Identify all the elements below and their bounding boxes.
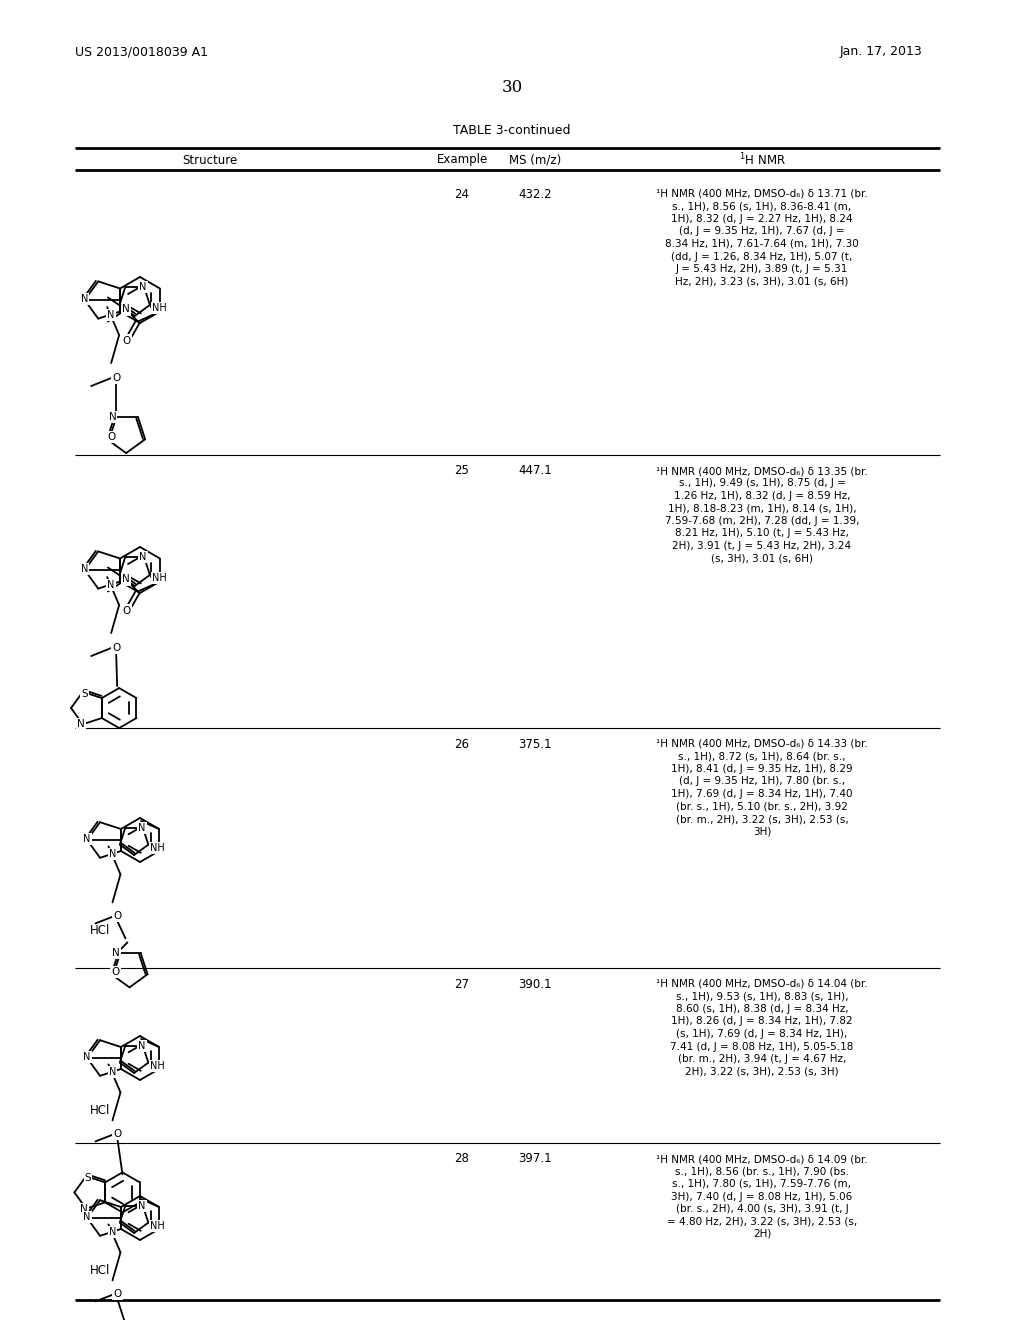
Text: s., 1H), 8.72 (s, 1H), 8.64 (br. s.,: s., 1H), 8.72 (s, 1H), 8.64 (br. s., — [678, 751, 846, 762]
Text: s., 1H), 9.53 (s, 1H), 8.83 (s, 1H),: s., 1H), 9.53 (s, 1H), 8.83 (s, 1H), — [676, 991, 848, 1002]
Text: 7.59-7.68 (m, 2H), 7.28 (dd, J = 1.39,: 7.59-7.68 (m, 2H), 7.28 (dd, J = 1.39, — [665, 516, 859, 525]
Text: 8.21 Hz, 1H), 5.10 (t, J = 5.43 Hz,: 8.21 Hz, 1H), 5.10 (t, J = 5.43 Hz, — [675, 528, 849, 539]
Text: S: S — [82, 689, 88, 698]
Text: 26: 26 — [455, 738, 469, 751]
Text: N: N — [80, 1204, 88, 1213]
Text: O: O — [112, 374, 120, 383]
Text: (d, J = 9.35 Hz, 1H), 7.67 (d, J =: (d, J = 9.35 Hz, 1H), 7.67 (d, J = — [679, 227, 845, 236]
Text: N: N — [122, 305, 130, 314]
Text: N: N — [122, 574, 130, 585]
Text: = 4.80 Hz, 2H), 3.22 (s, 3H), 2.53 (s,: = 4.80 Hz, 2H), 3.22 (s, 3H), 2.53 (s, — [667, 1217, 857, 1226]
Text: s., 1H), 8.56 (s, 1H), 8.36-8.41 (m,: s., 1H), 8.56 (s, 1H), 8.36-8.41 (m, — [673, 202, 852, 211]
Text: 27: 27 — [455, 978, 469, 990]
Text: NH: NH — [152, 573, 167, 583]
Text: J = 5.43 Hz, 2H), 3.89 (t, J = 5.31: J = 5.43 Hz, 2H), 3.89 (t, J = 5.31 — [676, 264, 848, 275]
Text: 2H), 3.91 (t, J = 5.43 Hz, 2H), 3.24: 2H), 3.91 (t, J = 5.43 Hz, 2H), 3.24 — [673, 541, 852, 550]
Text: N: N — [83, 1212, 91, 1222]
Text: N: N — [138, 1041, 145, 1051]
Text: NH: NH — [152, 304, 167, 313]
Text: 1H), 7.69 (d, J = 8.34 Hz, 1H), 7.40: 1H), 7.69 (d, J = 8.34 Hz, 1H), 7.40 — [672, 789, 853, 799]
Text: TABLE 3-continued: TABLE 3-continued — [454, 124, 570, 136]
Text: N: N — [109, 412, 117, 422]
Text: Hz, 2H), 3.23 (s, 3H), 3.01 (s, 6H): Hz, 2H), 3.23 (s, 3H), 3.01 (s, 6H) — [675, 276, 849, 286]
Text: O: O — [106, 432, 116, 442]
Text: NH: NH — [151, 1221, 165, 1230]
Text: 397.1: 397.1 — [518, 1152, 552, 1166]
Text: 2H): 2H) — [753, 1229, 771, 1239]
Text: O: O — [114, 1290, 122, 1299]
Text: 447.1: 447.1 — [518, 465, 552, 478]
Text: N: N — [108, 310, 115, 319]
Text: N: N — [109, 1068, 116, 1077]
Text: O: O — [114, 1130, 122, 1139]
Text: NH: NH — [151, 842, 165, 853]
Text: 24: 24 — [455, 187, 469, 201]
Text: ¹H NMR (400 MHz, DMSO-d₆) δ 13.35 (br.: ¹H NMR (400 MHz, DMSO-d₆) δ 13.35 (br. — [656, 466, 868, 477]
Text: s., 1H), 9.49 (s, 1H), 8.75 (d, J =: s., 1H), 9.49 (s, 1H), 8.75 (d, J = — [679, 479, 846, 488]
Text: N: N — [109, 1228, 116, 1237]
Text: 390.1: 390.1 — [518, 978, 552, 990]
Text: ¹H NMR (400 MHz, DMSO-d₆) δ 14.09 (br.: ¹H NMR (400 MHz, DMSO-d₆) δ 14.09 (br. — [656, 1154, 867, 1164]
Text: 7.41 (d, J = 8.08 Hz, 1H), 5.05-5.18: 7.41 (d, J = 8.08 Hz, 1H), 5.05-5.18 — [671, 1041, 854, 1052]
Text: O: O — [114, 911, 122, 921]
Text: 30: 30 — [502, 78, 522, 95]
Text: $^{1}$H NMR: $^{1}$H NMR — [738, 152, 785, 168]
Text: NH: NH — [151, 1061, 165, 1071]
Text: s., 1H), 8.56 (br. s., 1H), 7.90 (bs.: s., 1H), 8.56 (br. s., 1H), 7.90 (bs. — [675, 1167, 849, 1176]
Text: HCl: HCl — [90, 924, 111, 936]
Text: N: N — [77, 719, 85, 729]
Text: (br. m., 2H), 3.22 (s, 3H), 2.53 (s,: (br. m., 2H), 3.22 (s, 3H), 2.53 (s, — [676, 814, 848, 824]
Text: Structure: Structure — [182, 153, 238, 166]
Text: 1H), 8.26 (d, J = 8.34 Hz, 1H), 7.82: 1H), 8.26 (d, J = 8.34 Hz, 1H), 7.82 — [671, 1016, 853, 1027]
Text: N: N — [81, 294, 88, 304]
Text: O: O — [123, 335, 131, 346]
Text: (s, 3H), 3.01 (s, 6H): (s, 3H), 3.01 (s, 6H) — [711, 553, 813, 564]
Text: O: O — [112, 643, 120, 653]
Text: HCl: HCl — [90, 1104, 111, 1117]
Text: N: N — [138, 822, 145, 833]
Text: 25: 25 — [455, 465, 469, 478]
Text: 1.26 Hz, 1H), 8.32 (d, J = 8.59 Hz,: 1.26 Hz, 1H), 8.32 (d, J = 8.59 Hz, — [674, 491, 850, 502]
Text: N: N — [108, 579, 115, 590]
Text: Example: Example — [436, 153, 487, 166]
Text: 8.34 Hz, 1H), 7.61-7.64 (m, 1H), 7.30: 8.34 Hz, 1H), 7.61-7.64 (m, 1H), 7.30 — [666, 239, 859, 249]
Text: (br. s., 1H), 5.10 (br. s., 2H), 3.92: (br. s., 1H), 5.10 (br. s., 2H), 3.92 — [676, 801, 848, 812]
Text: N: N — [113, 948, 120, 958]
Text: N: N — [81, 564, 88, 574]
Text: 1H), 8.18-8.23 (m, 1H), 8.14 (s, 1H),: 1H), 8.18-8.23 (m, 1H), 8.14 (s, 1H), — [668, 503, 856, 513]
Text: N: N — [139, 282, 146, 292]
Text: s., 1H), 7.80 (s, 1H), 7.59-7.76 (m,: s., 1H), 7.80 (s, 1H), 7.59-7.76 (m, — [673, 1179, 852, 1189]
Text: (s, 1H), 7.69 (d, J = 8.34 Hz, 1H),: (s, 1H), 7.69 (d, J = 8.34 Hz, 1H), — [677, 1030, 848, 1039]
Text: (br. m., 2H), 3.94 (t, J = 4.67 Hz,: (br. m., 2H), 3.94 (t, J = 4.67 Hz, — [678, 1053, 846, 1064]
Text: N: N — [109, 849, 116, 859]
Text: (br. s., 2H), 4.00 (s, 3H), 3.91 (t, J: (br. s., 2H), 4.00 (s, 3H), 3.91 (t, J — [676, 1204, 848, 1214]
Text: O: O — [123, 606, 131, 615]
Text: 3H), 7.40 (d, J = 8.08 Hz, 1H), 5.06: 3H), 7.40 (d, J = 8.08 Hz, 1H), 5.06 — [672, 1192, 853, 1201]
Text: ¹H NMR (400 MHz, DMSO-d₆) δ 14.33 (br.: ¹H NMR (400 MHz, DMSO-d₆) δ 14.33 (br. — [656, 739, 868, 748]
Text: 28: 28 — [455, 1152, 469, 1166]
Text: Jan. 17, 2013: Jan. 17, 2013 — [840, 45, 923, 58]
Text: (d, J = 9.35 Hz, 1H), 7.80 (br. s.,: (d, J = 9.35 Hz, 1H), 7.80 (br. s., — [679, 776, 845, 787]
Text: 375.1: 375.1 — [518, 738, 552, 751]
Text: (dd, J = 1.26, 8.34 Hz, 1H), 5.07 (t,: (dd, J = 1.26, 8.34 Hz, 1H), 5.07 (t, — [672, 252, 853, 261]
Text: 1H), 8.41 (d, J = 9.35 Hz, 1H), 8.29: 1H), 8.41 (d, J = 9.35 Hz, 1H), 8.29 — [671, 764, 853, 774]
Text: S: S — [85, 1173, 91, 1183]
Text: ¹H NMR (400 MHz, DMSO-d₆) δ 14.04 (br.: ¹H NMR (400 MHz, DMSO-d₆) δ 14.04 (br. — [656, 979, 867, 989]
Text: 3H): 3H) — [753, 826, 771, 837]
Text: HCl: HCl — [90, 1263, 111, 1276]
Text: 1H), 8.32 (d, J = 2.27 Hz, 1H), 8.24: 1H), 8.32 (d, J = 2.27 Hz, 1H), 8.24 — [671, 214, 853, 224]
Text: N: N — [138, 1201, 145, 1210]
Text: US 2013/0018039 A1: US 2013/0018039 A1 — [75, 45, 208, 58]
Text: MS (m/z): MS (m/z) — [509, 153, 561, 166]
Text: N: N — [83, 834, 91, 843]
Text: 8.60 (s, 1H), 8.38 (d, J = 8.34 Hz,: 8.60 (s, 1H), 8.38 (d, J = 8.34 Hz, — [676, 1005, 848, 1014]
Text: 432.2: 432.2 — [518, 187, 552, 201]
Text: ¹H NMR (400 MHz, DMSO-d₆) δ 13.71 (br.: ¹H NMR (400 MHz, DMSO-d₆) δ 13.71 (br. — [656, 189, 868, 199]
Text: N: N — [139, 552, 146, 562]
Text: N: N — [83, 1052, 91, 1063]
Text: 2H), 3.22 (s, 3H), 2.53 (s, 3H): 2H), 3.22 (s, 3H), 2.53 (s, 3H) — [685, 1067, 839, 1077]
Text: O: O — [112, 968, 120, 977]
